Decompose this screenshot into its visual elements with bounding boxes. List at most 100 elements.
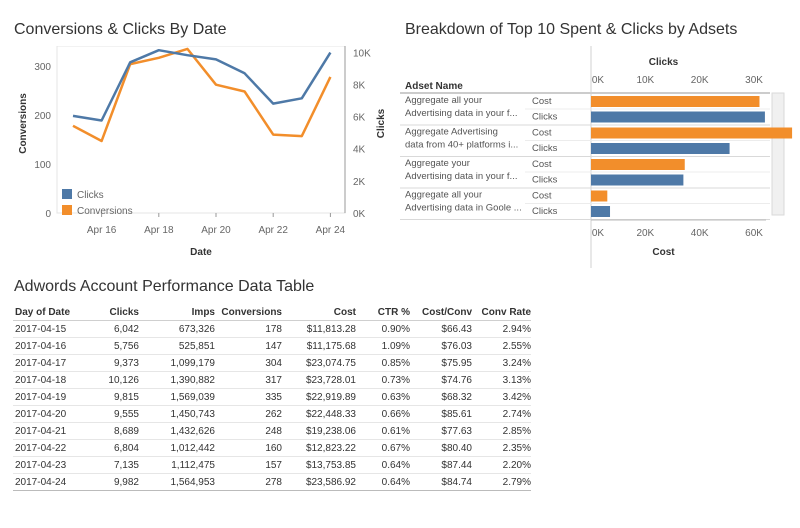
legend-swatch-conversions [62,205,72,215]
bar-chart-title: Breakdown of Top 10 Spent & Clicks by Ad… [405,21,738,38]
table-cell: 1,390,882 [139,371,215,389]
series-line-clicks [72,48,332,122]
table-cell: 248 [215,422,282,440]
table-cell: 0.66% [356,405,410,423]
adset-name-line: Aggregate Advertising [405,127,498,138]
column-header: Day of Date [13,305,87,321]
table-cell: 9,373 [87,354,139,372]
scrollbar[interactable] [771,92,785,216]
bottom-tick-label: 0K [592,228,605,239]
legend-label-conversions: Conversions [77,206,133,217]
column-header: CTR % [356,305,410,321]
table-cell: 3.42% [472,388,531,406]
table-cell: 2.85% [472,422,531,440]
bar-cost [591,127,793,139]
table-cell: 2017-04-18 [13,371,87,389]
bottom-tick-label: 40K [691,228,709,239]
table-cell: $87.44 [410,456,472,474]
bar-chart: Clicks 0K 10K 20K 30K Adset Name Aggregate all… [400,46,793,268]
bar-clicks [591,111,765,123]
bar-clicks [591,143,730,154]
x-tick-label: Apr 22 [258,225,288,236]
right-tick-label: 10K [353,48,371,59]
table-cell: $84.74 [410,473,472,491]
measure-label-clicks: Clicks [532,112,558,123]
measure-label-cost: Cost [532,159,552,170]
left-tick-label: 200 [34,111,51,122]
column-header: Cost [282,305,356,321]
table-cell: 2.74% [472,405,531,423]
table-cell: $11,813.28 [282,320,356,338]
table-cell: 2017-04-19 [13,388,87,406]
measure-label-cost: Cost [532,128,552,139]
adset-name-line: Aggregate your [405,158,470,169]
left-tick-label: 300 [34,62,51,73]
line-chart: 0 100 200 300 0K 2K 4K 6K 8K 10K Apr 16 Apr 18 Apr 2… [18,46,387,258]
table-cell: 1,450,743 [139,405,215,423]
adset-name-line: Aggregate all your [405,95,482,106]
table-cell: 2017-04-21 [13,422,87,440]
table-cell: 0.90% [356,320,410,338]
table-cell: 2017-04-17 [13,354,87,372]
table-cell: 0.67% [356,439,410,457]
table-cell: 5,756 [87,337,139,355]
table-cell: 304 [215,354,282,372]
table-cell: 0.64% [356,473,410,491]
plot-area [56,46,346,214]
x-tick-label: Apr 16 [87,225,117,236]
table-title: Adwords Account Performance Data Table [14,278,315,295]
column-header: Imps [139,305,215,321]
table-cell: 262 [215,405,282,423]
table-cell: 0.64% [356,456,410,474]
adset-name-line: Aggregate all your [405,190,482,201]
table-cell: 147 [215,337,282,355]
top-tick-label: 0K [592,75,605,86]
table-row: 2017-04-21 8,689 1,432,626 248 $19,238.06 0.6… [13,422,531,440]
table-row: 2017-04-15 6,042 673,326 178 $11,813.28 0.90%… [13,320,531,338]
table-cell: 9,815 [87,388,139,406]
table-cell: 2017-04-22 [13,439,87,457]
adset-name-line: Advertising data in Goole ... [405,203,522,214]
table-cell: $80.40 [410,439,472,457]
legend-label-clicks: Clicks [77,190,104,201]
table-cell: $13,753.85 [282,456,356,474]
table-cell: 8,689 [87,422,139,440]
right-axis-title: Clicks [376,108,387,138]
measure-label-cost: Cost [532,96,552,107]
table-cell: 178 [215,320,282,338]
left-tick-label: 0 [45,209,51,220]
table-cell: 3.13% [472,371,531,389]
table-cell: 9,982 [87,473,139,491]
measure-label-clicks: Clicks [532,175,558,186]
series-line-conversions [72,47,332,143]
measure-label-clicks: Clicks [532,143,558,154]
right-tick-label: 0K [353,209,366,220]
table-row: 2017-04-16 5,756 525,851 147 $11,175.68 1.09%… [13,337,531,355]
table-cell: 6,804 [87,439,139,457]
table-cell: 1,112,475 [139,456,215,474]
x-axis-title: Date [190,247,212,258]
table-cell: 0.85% [356,354,410,372]
table-cell: 1,012,442 [139,439,215,457]
table-cell: $12,823.22 [282,439,356,457]
bottom-tick-label: 60K [745,228,763,239]
table-row: 2017-04-18 10,126 1,390,882 317 $23,728.01 0.… [13,371,531,389]
table-cell: $74.76 [410,371,472,389]
table-row: 2017-04-22 6,804 1,012,442 160 $12,823.22 0.6… [13,439,531,457]
x-tick-label: Apr 20 [201,225,231,236]
table-row: 2017-04-23 7,135 1,112,475 157 $13,753.85 0.6… [13,456,531,474]
table-cell: 1,099,179 [139,354,215,372]
bottom-axis-title: Cost [652,247,675,258]
table-cell: 9,555 [87,405,139,423]
table-cell: 335 [215,388,282,406]
right-tick-label: 4K [353,145,366,156]
table-header-row: Day of Date Clicks Imps Conversions Cost CTR … [13,305,531,321]
table-cell: 7,135 [87,456,139,474]
adset-name-line: Advertising data in your f... [405,108,517,119]
column-header: Conversions [215,305,282,321]
table-cell: 1,432,626 [139,422,215,440]
table-cell: $23,586.92 [282,473,356,491]
column-header: Conv Rate [472,305,531,321]
row-header: Adset Name [405,81,463,92]
table-cell: 0.61% [356,422,410,440]
